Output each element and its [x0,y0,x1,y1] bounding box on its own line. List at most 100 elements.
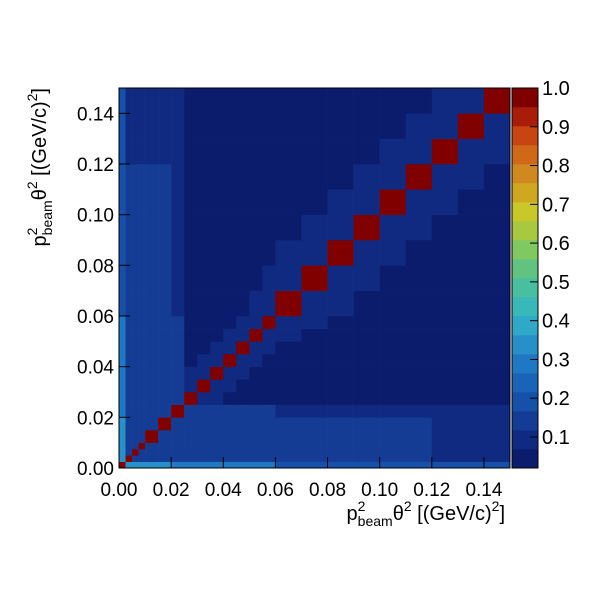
heatmap-cell [171,392,185,405]
heatmap-cell [158,366,172,380]
heatmap-cell [210,417,224,431]
plot-frame [118,87,511,469]
y-tick-label: 0.00 [77,459,114,480]
heatmap-cell [197,88,211,114]
heatmap-cell [301,442,328,450]
heatmap-cell [262,88,276,114]
x-tick-label: 0.00 [101,480,138,501]
heatmap-cell [405,328,433,342]
heatmap-cell [210,189,224,215]
heatmap-cell [327,189,354,215]
heatmap-cell [262,442,276,450]
y-tick-label: 0.02 [77,408,114,429]
heatmap-cell [132,328,139,342]
heatmap-cell [158,290,172,317]
y-tick-label: 0.06 [77,307,114,328]
heatmap-cell [145,366,159,380]
heatmap-cell [236,214,250,241]
heatmap-cell [236,316,250,329]
heatmap-cell [145,265,159,291]
heatmap-cell [431,449,459,456]
axis-label-part: beam [39,200,55,235]
heatmap-cell [125,379,133,393]
heatmap-cell [125,404,133,418]
colorbar-tick-label: 1.0 [542,78,570,100]
heatmap-cell [379,404,407,418]
y-tick-label: 0.08 [77,256,114,277]
heatmap-cell [145,404,159,418]
heatmap-cell [262,417,276,431]
heatmap-cell [184,354,198,367]
heatmap-cell [184,366,198,380]
heatmap-cell [223,392,237,405]
heatmap-cell [210,265,224,291]
heatmap-cell [184,113,198,139]
heatmap-cell [301,328,328,342]
heatmap-cell [223,240,237,266]
heatmap-cell [132,189,139,215]
heatmap-cell [119,164,126,190]
heatmap-cell [132,392,139,405]
heatmap-cell [249,455,263,462]
heatmap-cell [483,417,511,431]
heatmap-cell [405,442,433,450]
heatmap-cell [353,240,380,266]
heatmap-cell [483,88,511,114]
heatmap-cell [210,113,224,139]
heatmap-cell [158,430,172,443]
heatmap-cell [184,461,198,469]
heatmap-cell [223,455,237,462]
heatmap-cell [223,189,237,215]
heatmap-cell [405,240,433,266]
heatmap-cell [145,442,159,450]
heatmap-cell [158,392,172,405]
heatmap-cell [197,328,211,342]
heatmap-cell [132,138,139,165]
axis-label-part: 2 [24,227,40,235]
heatmap-cell [223,404,237,418]
colorbar-tick-label: 0.6 [542,233,570,255]
heatmap-cell [158,138,172,165]
heatmap-cell [262,404,276,418]
heatmap-cell [158,379,172,393]
heatmap-cell [353,392,380,405]
heatmap-cell [262,354,276,367]
heatmap-cell [138,461,146,469]
heatmap-cell [132,341,139,355]
heatmap-cell [262,240,276,266]
heatmap-cell [138,455,146,462]
heatmap-cell [119,88,126,114]
colorbar-band [512,430,538,450]
heatmap-cell [275,88,302,114]
heatmap-cell [379,189,407,215]
heatmap-cell [236,455,250,462]
heatmap-cell [236,113,250,139]
heatmap-cell [327,392,354,405]
heatmap-cell [236,138,250,165]
heatmap-cell [184,138,198,165]
heatmap-cell [327,430,354,443]
heatmap-cell [223,164,237,190]
colorbar-tick-label: 0.5 [542,272,570,294]
heatmap-cell [327,366,354,380]
axis-label-part: [(GeV/c) [412,503,492,525]
heatmap-cell [379,392,407,405]
heatmap-cell [457,449,485,456]
heatmap-cell [249,366,263,380]
heatmap-cell [197,449,211,456]
heatmap-cell [125,240,133,266]
heatmap-cell [236,379,250,393]
heatmap-cell [145,138,159,165]
heatmap-cell [210,461,224,469]
heatmap-cell [125,290,133,317]
heatmap-cell [379,265,407,291]
heatmap-cell [275,138,302,165]
heatmap-cell [184,417,198,431]
heatmap-cell [223,328,237,342]
heatmap-cell [138,328,146,342]
heatmap-cell [223,461,237,469]
heatmap-cell [138,138,146,165]
heatmap-cell [145,417,159,431]
heatmap-cell [379,354,407,367]
x-tick-label: 0.12 [413,480,450,501]
